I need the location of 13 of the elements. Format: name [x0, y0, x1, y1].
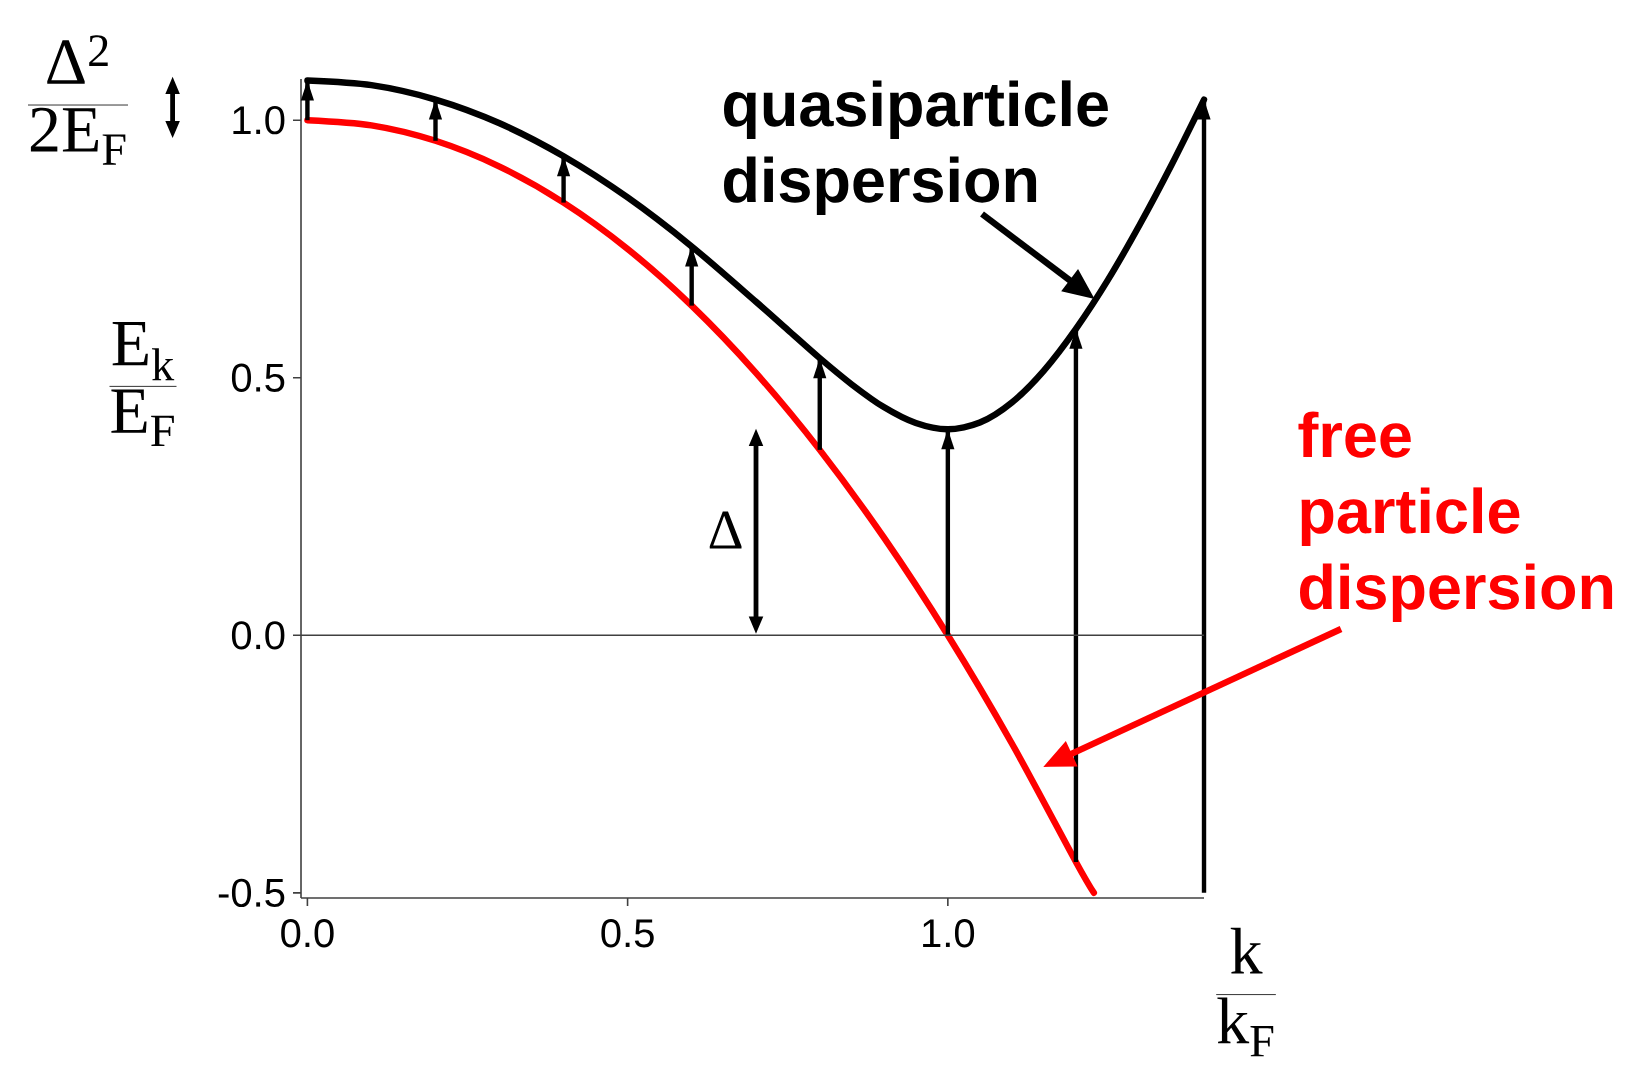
text: $\frac{\mathrm{Δ^2}}{\mathrm{2E_F}}$: [28, 35, 128, 165]
y-tick-label: 0.0: [231, 621, 285, 650]
x-tick-label: 0.5: [601, 919, 654, 948]
legend-label: quasiparticle dispersion: [724, 80, 1108, 216]
x-tick-label: 0.0: [281, 919, 334, 948]
y-tick-label: -0.5: [218, 878, 285, 908]
text: free particle dispersion: [1298, 411, 1613, 623]
y-tick-label: 0.5: [231, 363, 285, 392]
annotation: $\mathrm{Δ}$: [709, 511, 742, 549]
x-axis-title: $\frac{\mathrm{k}}{\mathrm{k_F}}$: [1216, 927, 1276, 1057]
y-axis-title: $\frac{\mathrm{E_k}}{\mathrm{E_F}}$: [109, 322, 177, 446]
x-tick-label: 1.0: [923, 919, 975, 948]
y-tick-label: 1.0: [233, 106, 285, 135]
